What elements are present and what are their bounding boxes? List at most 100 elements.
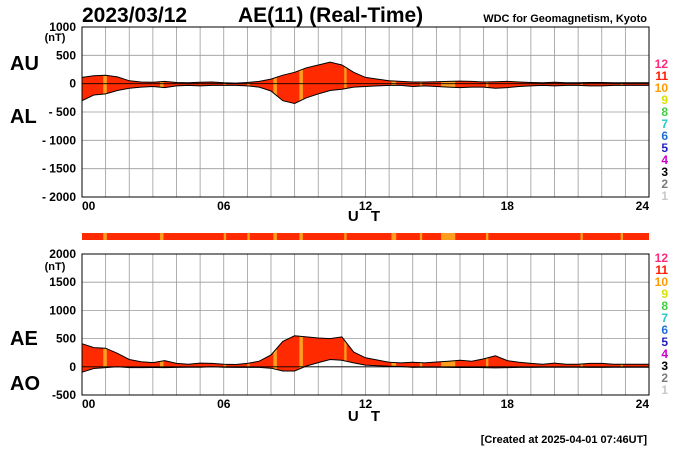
ae-ao-frame	[81, 253, 650, 396]
ae-ao-legend-level: 5	[661, 335, 668, 349]
activity-bar-segment	[419, 233, 423, 240]
au-al-grid	[82, 27, 649, 197]
ae-ao-unit: (nT)	[45, 261, 66, 273]
ae-ao-stripe	[344, 335, 347, 373]
ae-ao-legend-level: 8	[661, 299, 668, 313]
au-al-stripe	[159, 62, 164, 104]
au-al-y-tick-label: - 1500	[42, 162, 76, 176]
ae-ao-y-ticks: 2000 1500 1000 500 0 -500	[49, 247, 76, 402]
ae-ao-legend-level: 7	[661, 311, 668, 325]
ae-ao-y-tick-label: 1500	[49, 275, 76, 289]
au-al-legend-level: 10	[655, 81, 669, 95]
ae-ao-stripe	[441, 335, 456, 373]
au-al-legend-level: 12	[655, 57, 669, 71]
activity-bar-segments	[103, 233, 624, 240]
au-al-x-tick-label: 12	[359, 199, 373, 213]
au-al-stripe	[103, 62, 107, 104]
ae-ao-stripe	[580, 335, 583, 373]
au-al-legend-level: 11	[655, 69, 668, 83]
ae-ao-x-tick-label: 06	[217, 397, 231, 411]
au-al-y-tick-label: - 500	[49, 105, 77, 119]
au-al-series-line-al	[81, 84, 649, 105]
activity-bar-background	[82, 233, 649, 240]
ae-ao-band	[82, 335, 649, 373]
au-al-y-tick-label: 500	[56, 48, 76, 62]
ae-ao-lines	[81, 335, 649, 373]
activity-bar-segment	[159, 233, 164, 240]
index-title: AE(11) (Real-Time)	[238, 4, 423, 27]
au-al-stripe	[344, 62, 347, 104]
au-al-series-line-au	[81, 61, 649, 84]
activity-bar-segment	[580, 233, 583, 240]
au-al-legend-level: 6	[661, 129, 668, 143]
ae-ao-x-tick-label: 00	[82, 397, 96, 411]
au-al-x-tick-label: 00	[82, 199, 96, 213]
ae-ao-legend-level: 6	[661, 323, 668, 337]
ae-ao-legend-level: 11	[655, 263, 668, 277]
au-al-x-label: U T	[348, 208, 384, 225]
ae-ao-x-label: U T	[348, 408, 384, 425]
ae-ao-stripe	[620, 335, 624, 373]
ae-ao-y-tick-label: 2000	[49, 247, 76, 261]
date-title: 2023/03/12	[82, 4, 187, 27]
al-label: AL	[10, 106, 37, 128]
activity-bar	[82, 233, 649, 240]
ae-ao-x-tick-label: 24	[636, 397, 650, 411]
ae-ao-legend-level: 1	[661, 383, 668, 397]
au-al-legend-level: 4	[661, 153, 668, 167]
au-al-chart: 1000 500 0 - 500 - 1000 - 1500 - 2000 00 06 12 18…	[10, 20, 650, 225]
ae-ao-y-tick-label: 0	[69, 360, 76, 374]
au-al-stripe	[391, 62, 397, 104]
ae-ao-chart: 2000 1500 1000 500 0 -500 00 06 12 18 24 (nT) U T…	[10, 247, 650, 425]
ao-label: AO	[10, 373, 40, 395]
activity-bar-segment	[273, 233, 277, 240]
au-al-stripe	[273, 62, 277, 104]
activity-bar-segment	[103, 233, 107, 240]
source-label: WDC for Geomagnetism, Kyoto	[483, 13, 647, 25]
au-al-stripe	[485, 62, 489, 104]
au-al-x-ticks: 00 06 12 18 24	[82, 199, 649, 213]
ae-label: AE	[10, 328, 38, 350]
created-timestamp: [Created at 2025-04-01 07:46UT]	[481, 434, 648, 446]
au-al-x-tick-label: 24	[636, 199, 650, 213]
activity-bar-segment	[344, 233, 347, 240]
au-al-stripe	[299, 62, 303, 104]
ae-ao-legend-level: 9	[661, 287, 668, 301]
ae-ao-stripe	[273, 335, 277, 373]
ae-ao-legend-level: 12	[655, 251, 669, 265]
au-al-frame	[81, 26, 650, 198]
ae-ao-legend-level: 3	[661, 359, 668, 373]
au-al-legend-level: 1	[661, 189, 668, 203]
activity-bar-segment	[485, 233, 489, 240]
activity-bar-segment	[441, 233, 456, 240]
ae-ao-y-tick-label: -500	[52, 388, 76, 402]
au-al-legend-level: 3	[661, 165, 668, 179]
au-al-legend-level: 7	[661, 117, 668, 131]
ae-ao-y-tick-label: 1000	[49, 303, 76, 317]
au-al-unit: (nT)	[45, 32, 66, 44]
ae-ao-series-line-ao	[81, 358, 649, 373]
au-al-x-tick-label: 18	[501, 199, 515, 213]
ae-ao-x-tick-label: 12	[359, 397, 373, 411]
au-al-stripe	[419, 62, 423, 104]
au-al-legend-level: 9	[661, 93, 668, 107]
au-al-legend-level: 8	[661, 105, 668, 119]
ae-ao-legend-level: 2	[661, 371, 668, 385]
au-al-y-tick-label: 0	[69, 77, 76, 91]
ae-ao-x-tick-label: 18	[501, 397, 515, 411]
ae-ao-stripe	[299, 335, 303, 373]
ae-ao-y-tick-label: 500	[56, 332, 76, 346]
ae-ao-stripe	[159, 335, 164, 373]
ae-ao-series-line-ae	[81, 335, 649, 366]
au-al-x-tick-label: 06	[217, 199, 231, 213]
ae-ao-grid	[82, 254, 649, 395]
ae-ao-x-ticks: 00 06 12 18 24	[82, 397, 649, 411]
ae-ao-legend-level: 10	[655, 275, 669, 289]
au-al-band	[82, 62, 649, 104]
au-al-y-ticks: 1000 500 0 - 500 - 1000 - 1500 - 2000	[42, 20, 76, 204]
au-al-y-tick-label: - 1000	[42, 133, 76, 147]
activity-bar-segment	[620, 233, 624, 240]
